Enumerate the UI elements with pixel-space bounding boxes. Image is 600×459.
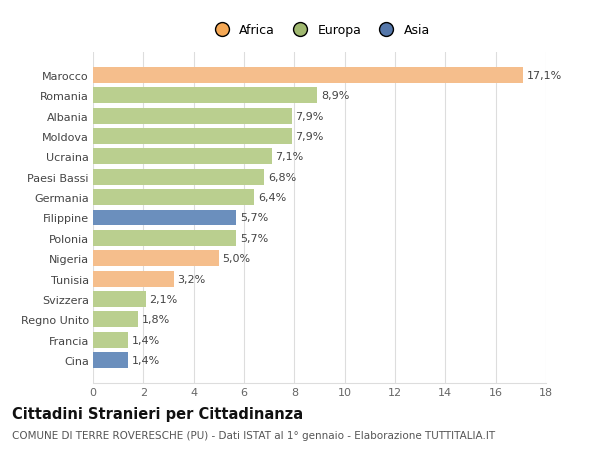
Bar <box>93 129 292 145</box>
Bar <box>93 88 317 104</box>
Bar <box>93 190 254 206</box>
Legend: Africa, Europa, Asia: Africa, Europa, Asia <box>204 19 435 42</box>
Text: 2,1%: 2,1% <box>149 294 178 304</box>
Bar <box>93 251 219 267</box>
Text: 5,7%: 5,7% <box>240 233 268 243</box>
Text: 8,9%: 8,9% <box>321 91 349 101</box>
Text: 1,4%: 1,4% <box>132 335 160 345</box>
Text: 1,4%: 1,4% <box>132 355 160 365</box>
Bar <box>93 332 128 348</box>
Text: 17,1%: 17,1% <box>527 71 562 81</box>
Bar <box>93 210 236 226</box>
Text: 7,9%: 7,9% <box>296 132 324 142</box>
Text: 3,2%: 3,2% <box>178 274 206 284</box>
Bar <box>93 149 272 165</box>
Bar <box>93 353 128 368</box>
Text: 5,0%: 5,0% <box>223 254 251 263</box>
Text: 5,7%: 5,7% <box>240 213 268 223</box>
Bar <box>93 291 146 307</box>
Bar <box>93 312 139 328</box>
Text: 7,9%: 7,9% <box>296 112 324 121</box>
Bar <box>93 230 236 246</box>
Text: 7,1%: 7,1% <box>275 152 304 162</box>
Bar <box>93 271 173 287</box>
Text: COMUNE DI TERRE ROVERESCHE (PU) - Dati ISTAT al 1° gennaio - Elaborazione TUTTIT: COMUNE DI TERRE ROVERESCHE (PU) - Dati I… <box>12 431 495 441</box>
Text: 6,8%: 6,8% <box>268 173 296 182</box>
Bar <box>93 169 264 185</box>
Text: Cittadini Stranieri per Cittadinanza: Cittadini Stranieri per Cittadinanza <box>12 406 303 421</box>
Text: 6,4%: 6,4% <box>258 193 286 203</box>
Bar <box>93 108 292 124</box>
Text: 1,8%: 1,8% <box>142 315 170 325</box>
Bar <box>93 68 523 84</box>
